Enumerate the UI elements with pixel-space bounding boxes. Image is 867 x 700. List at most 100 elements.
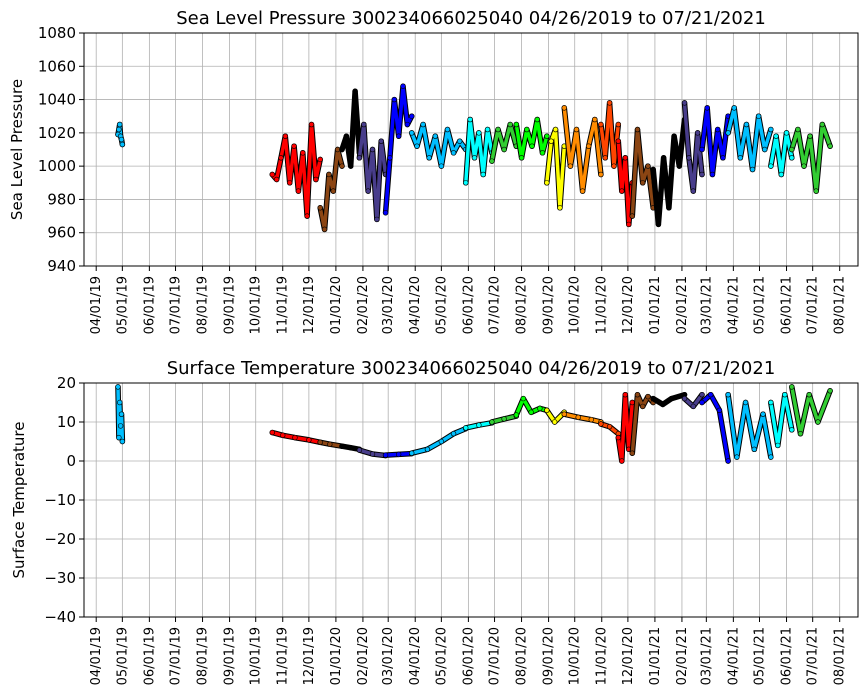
data-point xyxy=(606,100,613,106)
data-point xyxy=(287,180,293,186)
data-point xyxy=(304,213,310,219)
data-point xyxy=(369,146,376,153)
x-tick-label: 07/01/21 xyxy=(806,276,821,334)
y-tick-label: 1060 xyxy=(38,57,76,75)
data-point xyxy=(622,392,628,398)
sea-level-pressure-chart: 940 960 980 1000 1020 1040 1060 1080 04/01/19 05/… xyxy=(8,8,859,334)
data-point xyxy=(819,121,825,128)
data-point xyxy=(725,392,731,398)
data-point xyxy=(348,163,354,169)
y-axis-label: Surface Temperature xyxy=(10,422,28,579)
series xyxy=(317,146,345,233)
y-tick-label: 960 xyxy=(47,224,76,242)
data-point xyxy=(592,116,598,123)
data-point xyxy=(117,121,123,128)
data-point xyxy=(699,399,705,406)
data-point xyxy=(438,438,445,445)
data-point xyxy=(573,126,580,133)
data-point xyxy=(768,126,774,133)
chart-title: Surface Temperature 300234066025040 04/2… xyxy=(167,358,776,379)
series xyxy=(463,116,495,186)
data-point xyxy=(681,395,688,402)
x-tick-label: 03/01/20 xyxy=(381,276,396,334)
x-tick-label: 05/01/20 xyxy=(434,627,449,685)
data-point xyxy=(291,143,297,149)
data-point xyxy=(650,395,656,402)
data-point xyxy=(742,399,749,406)
data-point xyxy=(356,447,363,453)
series xyxy=(489,413,520,425)
data-point xyxy=(361,121,367,128)
data-point xyxy=(650,166,656,173)
plot-frame xyxy=(83,32,859,267)
series xyxy=(768,391,795,449)
data-point xyxy=(588,416,594,423)
y-tick-label: 1080 xyxy=(38,24,76,42)
x-tick-label: 01/01/20 xyxy=(329,276,344,334)
series-line xyxy=(318,147,344,232)
data-point xyxy=(768,163,774,169)
data-point xyxy=(529,143,535,149)
data-point xyxy=(539,150,546,156)
data-point xyxy=(471,155,478,161)
data-point xyxy=(557,205,563,211)
data-point xyxy=(317,156,323,163)
series xyxy=(561,411,604,425)
data-point xyxy=(537,405,543,412)
y-tick-label: 0 xyxy=(66,452,76,470)
data-point xyxy=(382,210,389,216)
data-point xyxy=(615,138,622,144)
data-point xyxy=(489,419,495,425)
data-point xyxy=(450,150,457,156)
data-point xyxy=(520,395,526,402)
x-tick-label: 07/01/20 xyxy=(488,276,503,334)
x-tick-label: 09/01/20 xyxy=(542,276,557,334)
data-point xyxy=(813,188,819,194)
data-point xyxy=(317,439,323,445)
data-point xyxy=(507,121,513,128)
data-point xyxy=(671,133,677,139)
x-tick-label: 05/01/21 xyxy=(753,627,768,685)
data-point xyxy=(768,454,774,460)
series xyxy=(269,121,323,219)
x-tick-label: 08/01/21 xyxy=(833,627,848,685)
data-point xyxy=(598,171,604,178)
data-point xyxy=(626,221,632,228)
x-tick-label: 10/01/20 xyxy=(568,276,583,334)
x-tick-label: 12/01/20 xyxy=(621,627,636,685)
data-point xyxy=(300,150,306,156)
data-point xyxy=(321,226,328,233)
x-tick-label: 04/01/20 xyxy=(408,276,423,334)
x-tick-label: 09/01/19 xyxy=(223,276,238,334)
data-point xyxy=(640,180,646,186)
data-point xyxy=(619,458,625,464)
data-point xyxy=(731,105,737,111)
x-tick-label: 01/01/21 xyxy=(648,276,663,334)
data-point xyxy=(768,399,774,406)
x-tick-label: 06/01/20 xyxy=(461,627,476,685)
data-point xyxy=(116,126,122,133)
data-point xyxy=(308,121,315,128)
data-point xyxy=(269,171,275,178)
data-point xyxy=(690,403,696,410)
data-point xyxy=(317,205,323,211)
x-tick-label: 04/01/21 xyxy=(726,276,741,334)
data-point xyxy=(327,441,333,447)
data-point xyxy=(645,163,651,169)
data-point xyxy=(409,130,415,136)
x-tick-label: 09/01/20 xyxy=(542,627,557,685)
y-axis-label: Sea Level Pressure xyxy=(8,79,26,220)
data-point xyxy=(552,126,559,133)
data-point xyxy=(534,116,540,123)
data-point xyxy=(720,155,726,161)
series xyxy=(356,447,389,459)
data-point xyxy=(343,133,350,139)
data-point xyxy=(699,171,705,178)
series-line xyxy=(700,106,730,177)
data-point xyxy=(432,133,438,139)
series xyxy=(408,425,469,456)
series xyxy=(115,121,126,148)
data-point xyxy=(725,130,731,136)
series xyxy=(629,391,656,456)
x-tick-label: 08/01/20 xyxy=(515,627,530,685)
